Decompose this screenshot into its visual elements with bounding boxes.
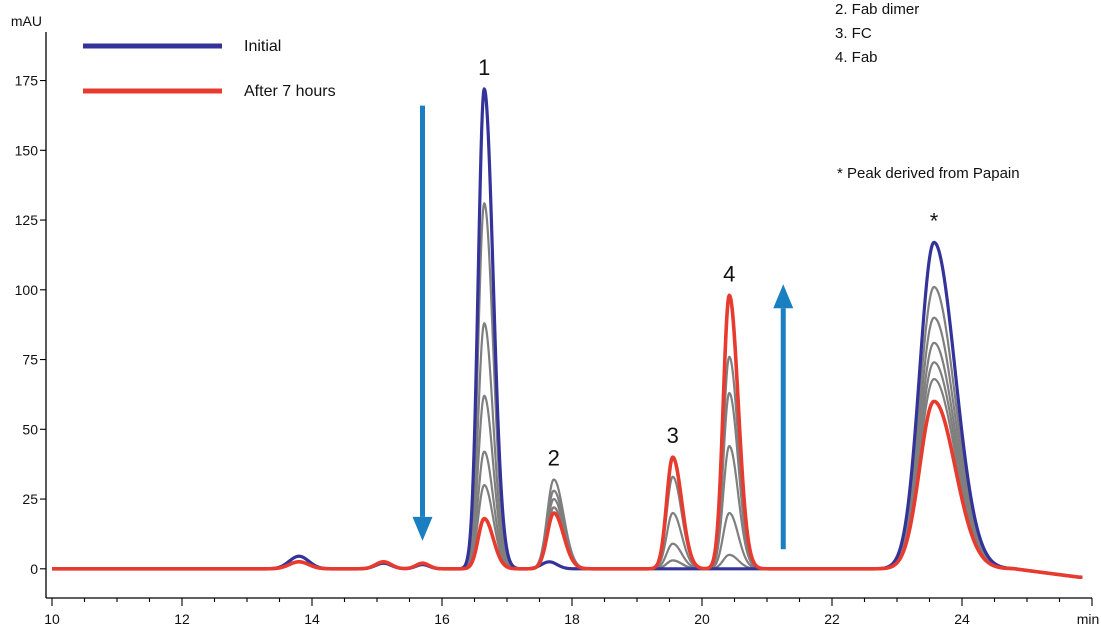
intermediate-traces bbox=[51, 202, 1083, 579]
arrow-head-down bbox=[412, 516, 433, 541]
x-tick-label: 14 bbox=[304, 611, 320, 627]
axes: mAU min bbox=[11, 13, 1099, 627]
y-tick-label: 100 bbox=[15, 282, 39, 298]
trend-arrows bbox=[412, 105, 794, 550]
peak-label: 4 bbox=[723, 261, 735, 286]
series-traces bbox=[50, 87, 1084, 579]
series-initial bbox=[51, 87, 1084, 579]
intermediate-trace bbox=[51, 202, 1083, 579]
peak-note: 4. Fab bbox=[835, 49, 878, 66]
peak-label: 1 bbox=[478, 55, 490, 80]
y-tick-label: 175 bbox=[15, 73, 39, 89]
x-tick-label: 18 bbox=[564, 611, 580, 627]
legend-label: After 7 hours bbox=[244, 83, 336, 100]
y-axis-label: mAU bbox=[11, 13, 42, 29]
legend: Initial After 7 hours bbox=[83, 38, 336, 100]
peak-labels: 1 2 3 4 * bbox=[478, 55, 939, 471]
y-tick-label: 50 bbox=[22, 421, 38, 437]
x-tick-label: 10 bbox=[44, 611, 60, 627]
y-tick-label: 0 bbox=[30, 561, 38, 577]
x-tick-label: 22 bbox=[824, 611, 840, 627]
papain-annotation: * Peak derived from Papain bbox=[837, 165, 1020, 182]
peak-note: 3. FC bbox=[835, 25, 872, 42]
series-after-7-hours bbox=[50, 293, 1084, 579]
x-tick-label: 20 bbox=[694, 611, 710, 627]
x-tick-label: 12 bbox=[174, 611, 190, 627]
y-tick-label: 125 bbox=[15, 212, 39, 228]
x-axis-label: min bbox=[1077, 611, 1100, 627]
y-tick-label: 150 bbox=[15, 142, 39, 158]
arrow-head-up bbox=[773, 284, 794, 309]
peak-label: 2 bbox=[548, 446, 560, 471]
peak-label: 3 bbox=[667, 423, 679, 448]
y-tick-label: 75 bbox=[22, 352, 38, 368]
x-tick-label: 16 bbox=[434, 611, 450, 627]
x-tick-label: 24 bbox=[954, 611, 970, 627]
y-tick-label: 25 bbox=[22, 491, 38, 507]
peak-label: * bbox=[930, 208, 939, 233]
peak-note: 2. Fab dimer bbox=[835, 1, 919, 18]
legend-label: Initial bbox=[244, 38, 281, 55]
peak-notes: 2. Fab dimer 3. FC 4. Fab bbox=[835, 1, 919, 66]
